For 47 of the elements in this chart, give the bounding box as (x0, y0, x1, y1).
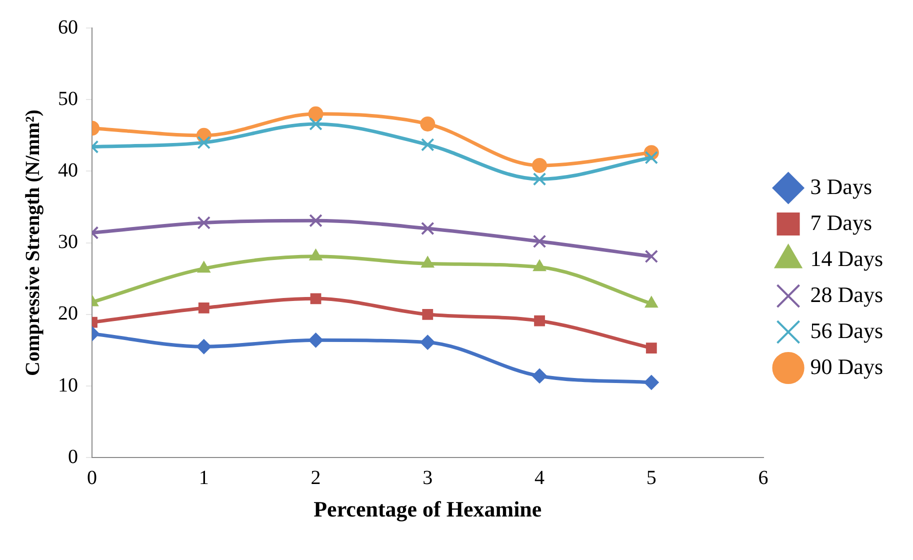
point (197, 216, 211, 230)
point (420, 334, 436, 350)
y-tick-label: 30 (58, 231, 78, 254)
point (198, 302, 210, 314)
point (420, 138, 434, 152)
x-tick-label: 5 (646, 466, 656, 489)
legend-label: 90 Days (810, 354, 884, 379)
legend-label: 56 Days (810, 318, 884, 343)
point (644, 150, 658, 164)
x-tick-label: 0 (87, 466, 97, 489)
legend-label: 28 Days (810, 282, 884, 307)
point (534, 315, 545, 326)
y-tick-label: 50 (58, 88, 78, 110)
point (532, 234, 546, 248)
point (532, 172, 546, 186)
x-tick-label: 4 (534, 466, 545, 489)
legend-label: 3 Days (810, 174, 872, 199)
point (420, 116, 436, 132)
point (196, 339, 212, 354)
y-tick-label: 20 (58, 302, 78, 325)
point (420, 222, 434, 236)
point (644, 250, 658, 264)
point (309, 214, 322, 228)
point (308, 332, 324, 348)
y-axis-title: Compressive Strength (N/mm²) (22, 110, 44, 376)
y-tick-label: 10 (58, 374, 78, 396)
point (532, 368, 548, 384)
x-tick-label: 3 (422, 466, 433, 489)
point (646, 342, 657, 354)
point (422, 308, 434, 320)
y-tick-label: 40 (58, 159, 78, 182)
point (644, 374, 659, 390)
y-tick-label: 0 (68, 446, 78, 468)
x-tick-label: 6 (758, 466, 768, 489)
point (308, 106, 324, 122)
x-tick-label: 1 (198, 466, 209, 489)
legend-label: 14 Days (810, 246, 884, 271)
point (309, 117, 322, 131)
point (197, 261, 210, 273)
point (421, 256, 434, 268)
point (532, 158, 548, 173)
point (310, 293, 322, 304)
x-axis-title: Percentage of Hexamine (314, 496, 542, 522)
y-tick-label: 60 (58, 16, 78, 38)
point (197, 136, 211, 150)
legend-label: 7 Days (810, 210, 872, 235)
x-tick-label: 2 (310, 466, 321, 489)
